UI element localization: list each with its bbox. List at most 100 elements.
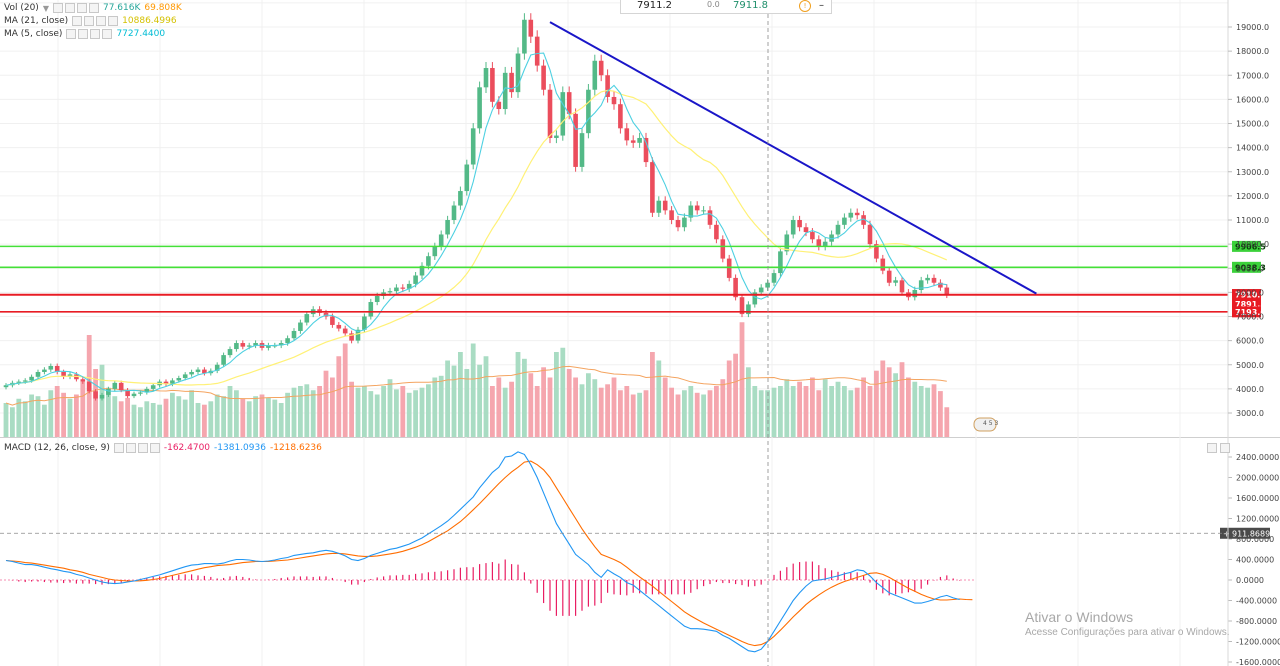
volume-bar — [509, 381, 514, 437]
macd-tick-label: -800.0000 — [1236, 617, 1277, 626]
candle-body — [234, 343, 239, 350]
volume-bar — [867, 386, 873, 437]
level-price-tag — [1232, 261, 1261, 273]
candle-body — [739, 297, 745, 315]
eye-icon[interactable] — [52, 3, 63, 13]
settings-icon[interactable] — [78, 29, 89, 39]
close-icon[interactable] — [102, 29, 113, 39]
candle-body — [547, 89, 553, 138]
candle-body — [253, 343, 258, 346]
volume-bar — [810, 377, 815, 437]
more-icon[interactable] — [90, 29, 101, 39]
price-axis[interactable]: 3000.0 4000.0 5000.0 6000.0 7000.0 8000.0 9000… — [1227, 0, 1269, 666]
candle-body — [662, 200, 668, 211]
candle-body — [170, 380, 175, 385]
volume-bar — [330, 377, 335, 437]
volume-bar — [522, 358, 527, 437]
candle-body — [560, 92, 566, 136]
volume-bar — [144, 401, 150, 437]
candle-body — [701, 210, 706, 212]
settings-icon[interactable] — [125, 443, 136, 453]
volume-bar — [362, 386, 367, 437]
candle-body — [400, 287, 406, 289]
level-price-label: 7193.6 — [1235, 308, 1266, 317]
arrow-down-icon[interactable] — [1220, 443, 1230, 453]
candle-body — [880, 258, 886, 271]
candle-body — [810, 232, 815, 240]
close-icon[interactable] — [149, 443, 160, 453]
eye-icon[interactable] — [113, 443, 124, 453]
volume-bar — [381, 386, 386, 437]
volume-bar — [426, 384, 431, 437]
volume-bar — [528, 373, 534, 437]
candle-body — [618, 104, 623, 129]
volume-bar — [560, 347, 566, 437]
legend-ma21-value: 10886.4996 — [122, 16, 177, 26]
volume-bar — [541, 367, 546, 437]
volume-bar — [464, 369, 470, 437]
candle-body — [490, 68, 495, 102]
candle-body — [650, 162, 655, 213]
price-tick-label: 7000.0 — [1236, 313, 1264, 322]
level-price-label: 7910.9 — [1235, 291, 1266, 300]
candle-body — [86, 381, 92, 392]
volume-bar — [784, 379, 790, 437]
eye-icon[interactable] — [66, 29, 77, 39]
volume-bar — [650, 352, 655, 437]
volume-ma-line — [5, 365, 947, 406]
candle-body — [758, 287, 764, 293]
volume-bar — [918, 386, 924, 437]
candle-body — [694, 205, 700, 211]
arrow-up-icon[interactable] — [1207, 443, 1217, 453]
volume-bar — [234, 390, 239, 437]
volume-bar — [682, 390, 687, 437]
pane-controls — [1207, 443, 1230, 453]
volume-bar — [208, 401, 214, 437]
more-icon[interactable] — [137, 443, 148, 453]
info-icon[interactable]: ! — [799, 0, 811, 12]
volume-bar — [189, 390, 194, 437]
candle-body — [240, 343, 246, 347]
candle-body — [944, 287, 950, 295]
volume-bar — [483, 356, 489, 437]
price-tick-label: 18000.0 — [1236, 47, 1269, 56]
candle-body — [330, 316, 335, 325]
volume-bar — [16, 398, 22, 437]
candle-body — [368, 302, 374, 317]
eye-icon[interactable] — [72, 16, 83, 26]
more-icon[interactable] — [96, 16, 107, 26]
candle-body — [624, 128, 630, 141]
more-icon[interactable] — [76, 3, 87, 13]
volume-bar — [22, 401, 28, 437]
volume-bar — [35, 396, 41, 437]
close-icon[interactable] — [108, 16, 119, 26]
candle-body — [3, 385, 9, 388]
candle-body — [797, 220, 802, 228]
candle-body — [150, 385, 156, 389]
settings-icon[interactable] — [84, 16, 95, 26]
candle-body — [266, 345, 271, 348]
candle-body — [144, 388, 150, 393]
candle-body — [394, 287, 399, 292]
settings-icon[interactable] — [64, 3, 75, 13]
candle-body — [304, 314, 310, 323]
candle-body — [931, 277, 937, 283]
volume-bar — [554, 352, 559, 437]
candle-body — [464, 164, 470, 192]
chevron-down-icon[interactable]: ▼ — [42, 3, 49, 13]
watermark-subtitle: Acesse Configurações para ativar o Windo… — [1025, 627, 1230, 638]
candle-body — [35, 371, 41, 377]
price-tick-label: 5000.0 — [1236, 361, 1264, 370]
candle-body — [445, 220, 450, 235]
trendline[interactable] — [549, 21, 1037, 295]
volume-bar — [547, 377, 553, 437]
close-icon[interactable] — [88, 3, 99, 13]
candle-body — [246, 345, 252, 347]
volume-bar — [374, 394, 380, 437]
candle-body — [720, 239, 726, 259]
volume-bar — [272, 399, 278, 437]
volume-bars — [3, 322, 950, 437]
candle-body — [22, 380, 28, 382]
